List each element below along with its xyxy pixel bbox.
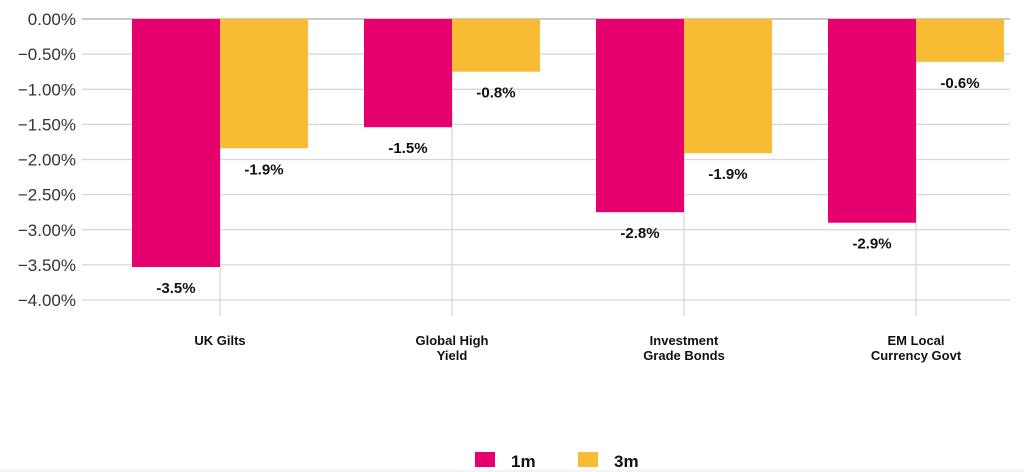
- data-label: -1.5%: [388, 140, 427, 157]
- data-label: -0.8%: [476, 85, 515, 102]
- bar-1m: [364, 19, 452, 128]
- x-tick-label: EM Local: [887, 333, 944, 348]
- x-tick-label: Investment: [650, 333, 719, 348]
- y-tick-label: −2.50%: [18, 186, 76, 205]
- y-tick-label: −1.50%: [18, 115, 76, 134]
- bar-3m: [684, 19, 772, 154]
- data-label: -2.8%: [620, 225, 659, 242]
- data-label: -1.9%: [708, 166, 747, 183]
- bar-1m: [828, 19, 916, 223]
- y-tick-label: −3.00%: [18, 221, 76, 240]
- bar-3m: [452, 19, 540, 72]
- bar-3m: [220, 19, 308, 149]
- x-tick-label: Yield: [437, 348, 468, 363]
- bar-1m: [596, 19, 684, 213]
- bar-3m: [916, 19, 1004, 62]
- legend-label: 1m: [511, 452, 536, 471]
- bar-1m: [132, 19, 220, 267]
- y-tick-label: 0.00%: [28, 10, 76, 29]
- y-tick-label: −0.50%: [18, 45, 76, 64]
- legend-swatch-3m: [578, 452, 598, 467]
- data-label: -3.5%: [156, 280, 195, 297]
- y-tick-label: −4.00%: [18, 291, 76, 310]
- data-label: -2.9%: [852, 236, 891, 253]
- x-tick-label: Grade Bonds: [643, 348, 725, 363]
- legend-swatch-1m: [475, 452, 495, 467]
- x-tick-label: UK Gilts: [194, 333, 245, 348]
- y-tick-label: −1.00%: [18, 80, 76, 99]
- legend-label: 3m: [614, 452, 639, 471]
- y-tick-label: −3.50%: [18, 256, 76, 275]
- data-label: -0.6%: [940, 75, 979, 92]
- x-tick-label: Currency Govt: [871, 348, 962, 363]
- y-tick-label: −2.00%: [18, 151, 76, 170]
- data-label: -1.9%: [244, 161, 283, 178]
- x-tick-label: Global High: [416, 333, 489, 348]
